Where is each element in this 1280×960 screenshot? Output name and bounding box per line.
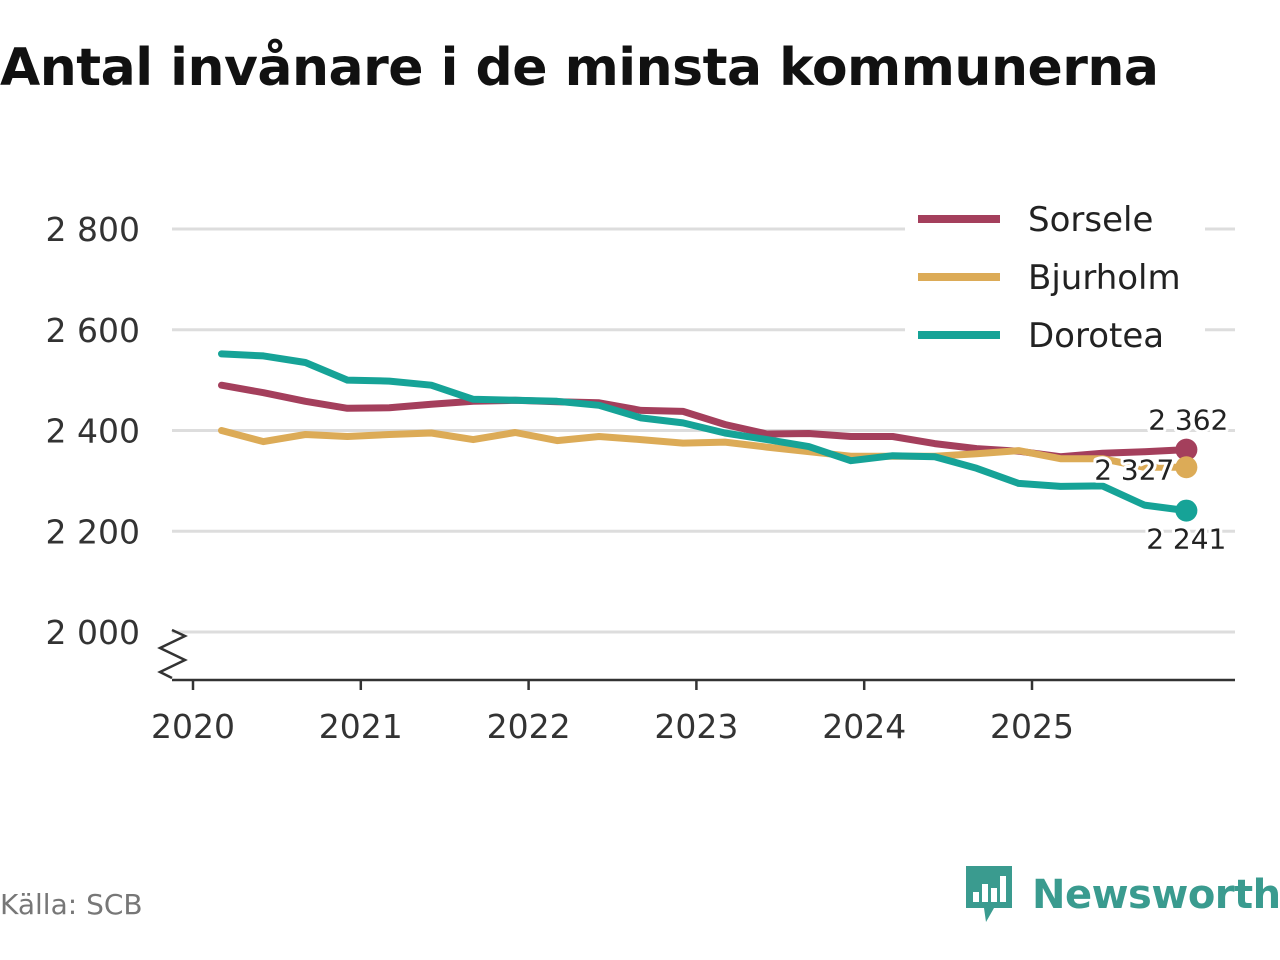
source-note: Källa: SCB	[0, 888, 143, 921]
axis-break-icon	[157, 628, 188, 680]
y-axis-ticks: 2 000 2 200 2 400 2 600 2 800	[46, 210, 140, 652]
x-tick-label: 2025	[990, 707, 1074, 746]
brand-logo[interactable]: Newsworthy	[964, 864, 1280, 926]
legend-label-sorsele: Sorsele	[1028, 200, 1153, 240]
end-value-label: 2 327	[1094, 453, 1174, 486]
y-tick-label: 2 000	[46, 613, 140, 652]
legend-label-bjurholm: Bjurholm	[1028, 258, 1181, 298]
end-value-label: 2 241	[1146, 523, 1226, 556]
x-tick-label: 2022	[487, 707, 571, 746]
end-point-sorsele	[1175, 438, 1198, 461]
end-value-label: 2 362	[1148, 404, 1228, 437]
y-tick-label: 2 600	[46, 311, 140, 350]
x-axis	[157, 628, 1235, 682]
end-point-dorotea	[1175, 499, 1198, 522]
x-axis-ticks: 2020 2021 2022 2023 2024 2025	[151, 680, 1074, 746]
series-line-bjurholm	[218, 427, 1190, 471]
y-tick-label: 2 400	[46, 412, 140, 451]
x-tick-label: 2021	[319, 707, 403, 746]
y-tick-label: 2 800	[46, 210, 140, 249]
end-point-bjurholm	[1175, 456, 1198, 479]
x-tick-label: 2020	[151, 707, 235, 746]
series-lines	[218, 350, 1190, 515]
series-endpoints: 2 362 2 327 2 241	[1091, 401, 1231, 559]
legend-label-dorotea: Dorotea	[1028, 316, 1164, 356]
x-tick-label: 2023	[654, 707, 738, 746]
newsworthy-logo-icon	[966, 866, 1012, 922]
brand-name: Newsworthy	[1032, 872, 1280, 918]
series-line-dorotea	[218, 350, 1190, 515]
legend: Sorsele Bjurholm Dorotea	[905, 192, 1205, 364]
chart-title: Antal invånare i de minsta kommunerna	[0, 38, 1159, 98]
y-tick-label: 2 200	[46, 512, 140, 551]
x-tick-label: 2024	[822, 707, 906, 746]
